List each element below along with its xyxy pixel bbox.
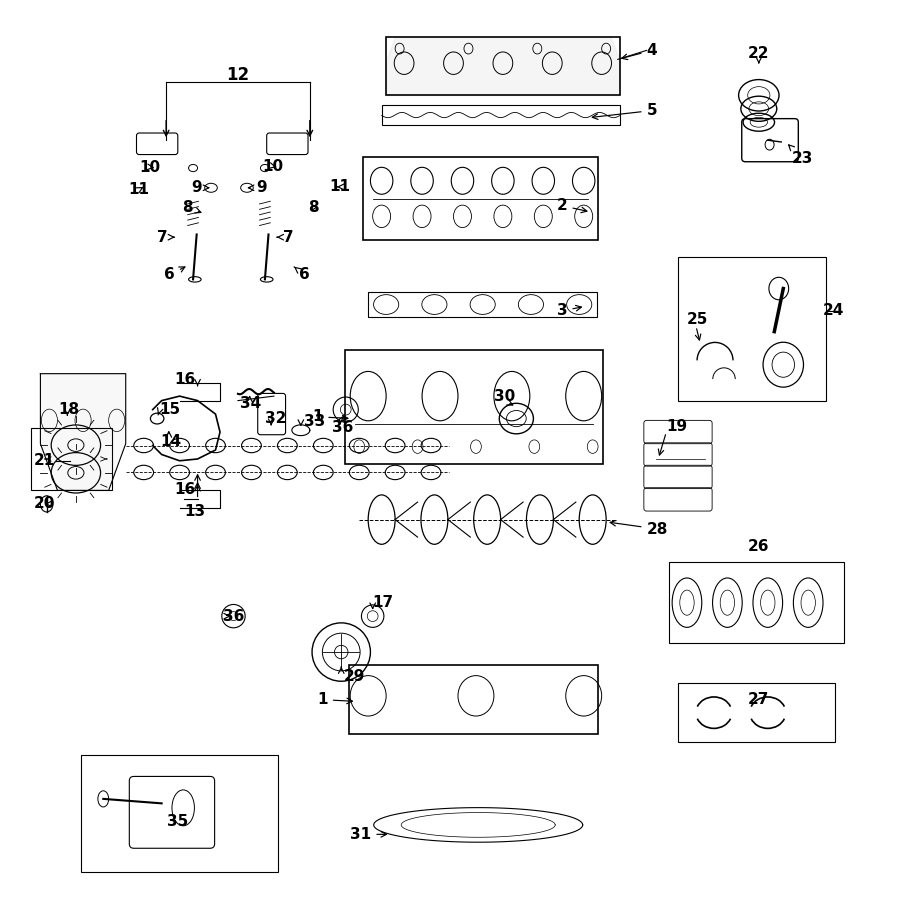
Bar <box>382 105 620 125</box>
Text: 7: 7 <box>157 230 174 245</box>
Text: 2: 2 <box>557 198 587 213</box>
Text: 11: 11 <box>330 179 350 194</box>
Text: 8: 8 <box>308 200 319 215</box>
Text: 19: 19 <box>666 419 688 434</box>
Text: 26: 26 <box>748 539 770 554</box>
Text: 22: 22 <box>748 46 770 60</box>
Text: 36: 36 <box>223 608 244 624</box>
Text: 16: 16 <box>174 482 196 497</box>
Text: 6: 6 <box>164 267 185 283</box>
Text: 8: 8 <box>182 200 201 215</box>
Bar <box>368 292 597 317</box>
Text: 15: 15 <box>159 402 180 417</box>
Text: 28: 28 <box>611 520 668 536</box>
Text: 3: 3 <box>557 303 582 319</box>
Text: 29: 29 <box>344 669 365 684</box>
Text: 36: 36 <box>332 420 354 435</box>
Text: 11: 11 <box>128 182 149 197</box>
Text: 1: 1 <box>313 410 348 424</box>
Polygon shape <box>40 374 126 491</box>
Bar <box>81 755 278 872</box>
Text: 30: 30 <box>494 389 515 403</box>
Text: 25: 25 <box>687 312 709 328</box>
Text: 13: 13 <box>184 504 206 518</box>
Text: 12: 12 <box>226 66 250 84</box>
Text: 21: 21 <box>34 454 56 468</box>
Text: 5: 5 <box>593 104 657 120</box>
Text: 10: 10 <box>139 159 161 175</box>
Bar <box>678 683 835 742</box>
Bar <box>669 562 844 644</box>
Text: 24: 24 <box>823 303 844 319</box>
Text: 20: 20 <box>34 497 56 511</box>
Text: 33: 33 <box>304 414 325 428</box>
Text: 14: 14 <box>160 434 181 448</box>
Bar <box>678 256 826 400</box>
Text: 31: 31 <box>350 827 386 842</box>
Text: 7: 7 <box>277 230 294 245</box>
Bar <box>386 37 620 95</box>
Text: 17: 17 <box>373 595 394 610</box>
Text: 18: 18 <box>58 402 80 417</box>
Text: 10: 10 <box>262 158 284 174</box>
Text: 16: 16 <box>174 373 196 388</box>
Text: 32: 32 <box>265 411 286 426</box>
Bar <box>31 428 112 491</box>
Text: 23: 23 <box>788 145 813 166</box>
Text: 1: 1 <box>317 692 352 707</box>
Text: 34: 34 <box>240 396 261 410</box>
Text: 4: 4 <box>621 43 657 59</box>
Text: 9: 9 <box>191 180 208 195</box>
Text: 9: 9 <box>249 180 267 195</box>
Text: 35: 35 <box>167 814 189 829</box>
Text: 27: 27 <box>748 692 770 707</box>
Text: 6: 6 <box>295 266 310 283</box>
